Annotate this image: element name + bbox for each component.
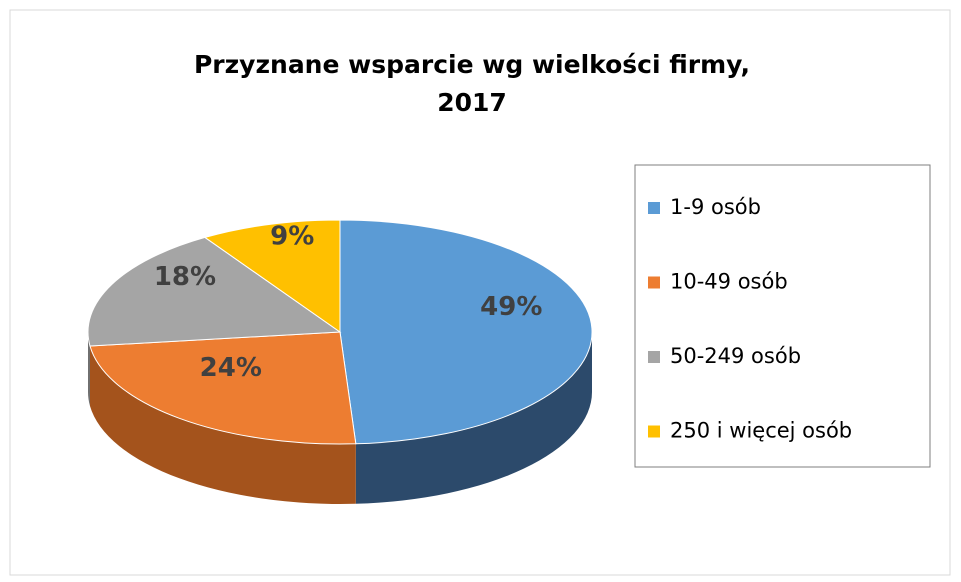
- data-label: 9%: [270, 221, 314, 251]
- legend-label: 1-9 osób: [670, 195, 761, 219]
- legend-swatch: [648, 351, 660, 363]
- slice: [203, 219, 341, 333]
- legend-label: 250 i więcej osób: [670, 419, 852, 443]
- data-label: 24%: [200, 353, 262, 383]
- legend-swatch: [648, 202, 660, 214]
- legend-swatch: [648, 276, 660, 289]
- legend-label: 50-249 osób: [670, 344, 801, 368]
- slice-side: [89, 346, 356, 505]
- slice-side: [88, 332, 90, 407]
- data-label: 18%: [154, 262, 216, 292]
- legend-box: [634, 164, 931, 468]
- data-label: 49%: [480, 292, 542, 322]
- legend-label: 10-49 osób: [670, 270, 788, 294]
- slice: [89, 331, 357, 445]
- slice-side: [355, 332, 592, 504]
- chart-title: 2017: [437, 88, 507, 117]
- slice: [87, 236, 342, 347]
- slice: [339, 219, 593, 445]
- chart-title: Przyznane wsparcie wg wielkości firmy,: [194, 50, 750, 79]
- legend-swatch: [648, 425, 660, 438]
